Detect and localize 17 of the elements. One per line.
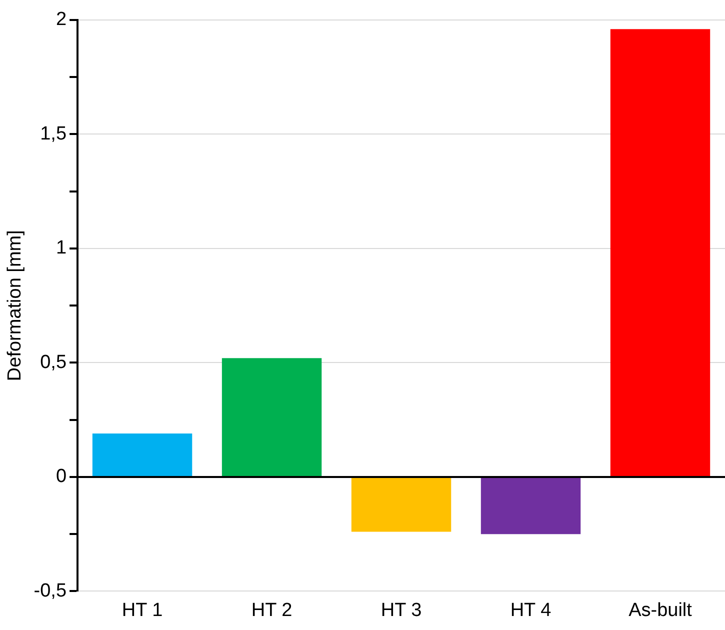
y-tick-label: 2: [56, 9, 67, 30]
x-tick-label: HT 2: [251, 600, 292, 621]
y-axis-title: Deformation [mm]: [4, 230, 26, 382]
bar: [610, 29, 710, 476]
x-tick-label: HT 4: [510, 600, 552, 621]
y-tick-label: 1: [56, 238, 67, 259]
bar: [480, 478, 581, 534]
y-tick-label: 1,5: [40, 123, 67, 144]
x-tick-label: HT 3: [380, 600, 422, 621]
y-tick-label: 0,5: [40, 352, 67, 373]
x-tick-label: HT 1: [122, 600, 163, 621]
y-tick-label: 0: [56, 466, 67, 488]
bar: [351, 478, 452, 532]
bar: [222, 358, 322, 476]
x-tick-label: As-built: [628, 600, 693, 621]
bar: [92, 434, 192, 476]
y-tick-label: -0,5: [34, 580, 67, 602]
